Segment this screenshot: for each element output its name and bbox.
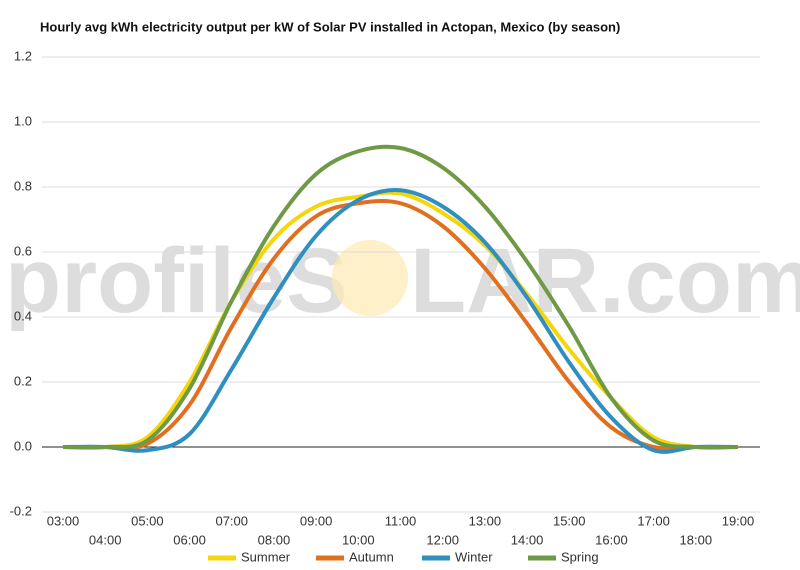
x-tick-label: 12:00 xyxy=(426,532,459,547)
x-tick-label: 18:00 xyxy=(680,532,713,547)
x-tick-label: 16:00 xyxy=(595,532,628,547)
x-tick-label: 10:00 xyxy=(342,532,375,547)
watermark-sun xyxy=(332,240,408,316)
x-tick-label: 08:00 xyxy=(258,532,291,547)
x-tick-label: 07:00 xyxy=(215,513,248,528)
legend-label: Spring xyxy=(561,549,599,564)
legend-label: Winter xyxy=(455,549,493,564)
y-tick-label: 0.4 xyxy=(14,308,32,323)
watermark: profileS xyxy=(5,230,347,332)
y-tick-label: -0.2 xyxy=(10,503,32,518)
x-tick-label: 13:00 xyxy=(469,513,502,528)
y-tick-label: 0.6 xyxy=(14,243,32,258)
series-line xyxy=(62,199,738,451)
y-tick-label: 0.0 xyxy=(14,438,32,453)
x-tick-label: 11:00 xyxy=(385,513,417,528)
x-tick-label: 15:00 xyxy=(553,513,586,528)
series-line xyxy=(62,144,739,450)
x-tick-label: 19:00 xyxy=(722,513,755,528)
y-tick-label: 1.0 xyxy=(14,113,32,128)
x-tick-label: 03:00 xyxy=(47,513,80,528)
legend-label: Summer xyxy=(241,549,291,564)
x-tick-label: 17:00 xyxy=(637,513,670,528)
y-tick-label: 1.2 xyxy=(14,48,32,63)
series-line xyxy=(62,188,739,454)
x-tick-label: 04:00 xyxy=(89,532,122,547)
x-tick-label: 05:00 xyxy=(131,513,164,528)
x-tick-label: 09:00 xyxy=(300,513,333,528)
legend-label: Autumn xyxy=(349,549,394,564)
y-tick-label: 0.2 xyxy=(14,373,32,388)
x-tick-label: 06:00 xyxy=(173,532,206,547)
watermark: LAR.com xyxy=(410,230,800,332)
y-tick-label: 0.8 xyxy=(14,178,32,193)
x-tick-label: 14:00 xyxy=(511,532,544,547)
chart-title: Hourly avg kWh electricity output per kW… xyxy=(40,19,620,34)
